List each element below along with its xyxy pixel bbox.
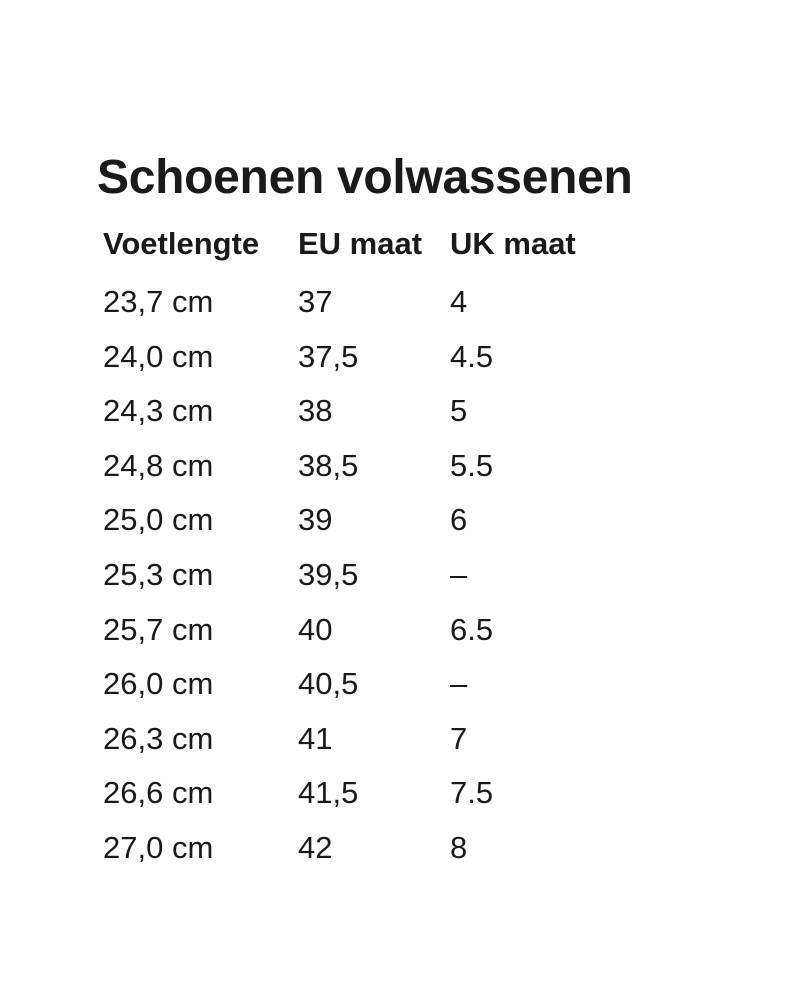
eu-size-cell: 42 bbox=[298, 829, 333, 865]
foot-length-cell: 26,0 cm bbox=[103, 666, 214, 702]
foot-length-cell: 25,3 cm bbox=[103, 556, 214, 592]
eu-size-cell: 39,5 bbox=[298, 556, 359, 592]
table-row: 26,3 cm 41 7 bbox=[103, 717, 703, 772]
page-title: Schoenen volwassenen bbox=[97, 151, 633, 204]
table-row: 25,7 cm 40 6.5 bbox=[103, 608, 703, 663]
header-foot-length: Voetlengte bbox=[103, 226, 260, 261]
foot-length-cell: 23,7 cm bbox=[103, 284, 214, 319]
uk-size-cell: 4.5 bbox=[450, 338, 494, 374]
foot-length-cell: 27,0 cm bbox=[103, 829, 214, 865]
uk-size-cell: 8 bbox=[450, 829, 468, 865]
table-row: 23,7 cm 37 4 bbox=[103, 280, 703, 335]
uk-size-cell: – bbox=[450, 666, 468, 702]
header-eu-size: EU maat bbox=[298, 226, 423, 261]
eu-size-cell: 40 bbox=[298, 611, 333, 647]
foot-length-cell: 24,0 cm bbox=[103, 338, 214, 374]
eu-size-cell: 38 bbox=[298, 393, 333, 429]
foot-length-cell: 24,8 cm bbox=[103, 447, 214, 483]
uk-size-cell: 7.5 bbox=[450, 775, 494, 811]
table-row: 24,8 cm 38,5 5.5 bbox=[103, 444, 703, 499]
uk-size-cell: – bbox=[450, 556, 468, 592]
uk-size-cell: 5 bbox=[450, 393, 468, 429]
table-row: 25,0 cm 39 6 bbox=[103, 498, 703, 553]
eu-size-cell: 39 bbox=[298, 502, 333, 538]
eu-size-cell: 37,5 bbox=[298, 338, 359, 374]
table-row: 27,0 cm 42 8 bbox=[103, 826, 703, 881]
uk-size-cell: 4 bbox=[450, 284, 468, 319]
header-uk-size: UK maat bbox=[450, 226, 576, 261]
table-row: 25,3 cm 39,5 – bbox=[103, 553, 703, 608]
size-table-body: 23,7 cm 37 4 24,0 cm 37,5 4.5 24,3 cm 38… bbox=[103, 280, 703, 881]
eu-size-cell: 41,5 bbox=[298, 775, 359, 811]
uk-size-cell: 5.5 bbox=[450, 447, 494, 483]
table-row: 26,6 cm 41,5 7.5 bbox=[103, 771, 703, 826]
foot-length-cell: 25,7 cm bbox=[103, 611, 214, 647]
eu-size-cell: 41 bbox=[298, 720, 333, 756]
eu-size-cell: 40,5 bbox=[298, 666, 359, 702]
table-row: 24,3 cm 38 5 bbox=[103, 389, 703, 444]
uk-size-cell: 6.5 bbox=[450, 611, 494, 647]
table-row: 24,0 cm 37,5 4.5 bbox=[103, 335, 703, 390]
foot-length-cell: 26,6 cm bbox=[103, 775, 214, 811]
table-row: 26,0 cm 40,5 – bbox=[103, 662, 703, 717]
eu-size-cell: 37 bbox=[298, 284, 333, 319]
foot-length-cell: 24,3 cm bbox=[103, 393, 214, 429]
foot-length-cell: 26,3 cm bbox=[103, 720, 214, 756]
eu-size-cell: 38,5 bbox=[298, 447, 359, 483]
uk-size-cell: 6 bbox=[450, 502, 468, 538]
uk-size-cell: 7 bbox=[450, 720, 468, 756]
foot-length-cell: 25,0 cm bbox=[103, 502, 214, 538]
